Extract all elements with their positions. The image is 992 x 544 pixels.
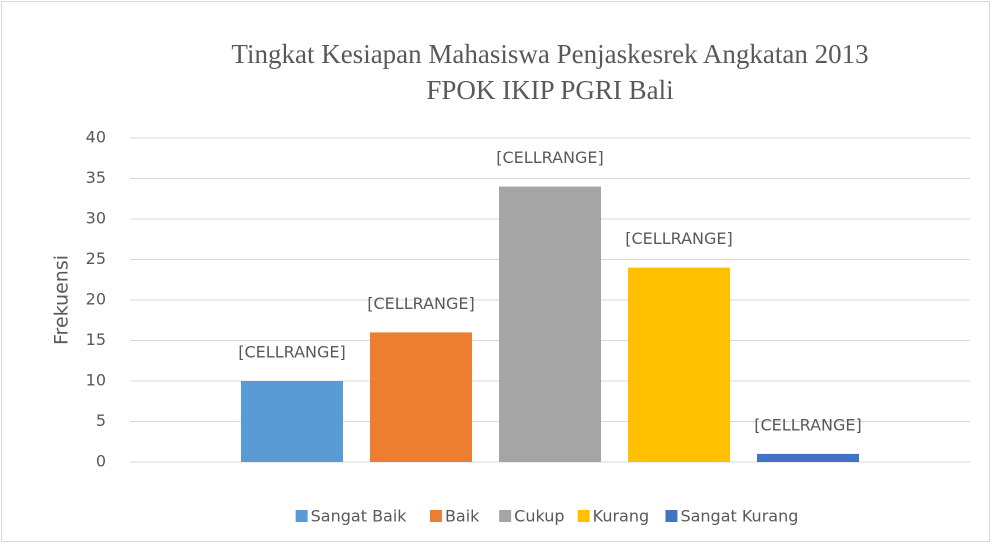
y-tick-label: 25 bbox=[86, 249, 106, 268]
y-tick-label: 20 bbox=[86, 290, 106, 309]
chart-title: Tingkat Kesiapan Mahasiswa Penjaskesrek … bbox=[231, 39, 868, 69]
y-axis-label: Frekuensi bbox=[51, 255, 73, 345]
legend-swatch bbox=[499, 510, 512, 522]
legend-label: Cukup bbox=[514, 507, 564, 526]
y-tick-label: 35 bbox=[86, 168, 106, 187]
data-label: [CELLRANGE] bbox=[754, 415, 861, 434]
y-tick-label: 30 bbox=[86, 209, 106, 228]
data-label: [CELLRANGE] bbox=[238, 343, 345, 362]
data-label: [CELLRANGE] bbox=[367, 294, 474, 313]
legend-label: Sangat Kurang bbox=[680, 507, 798, 526]
legend-label: Baik bbox=[445, 507, 480, 526]
bar bbox=[241, 381, 343, 462]
bar bbox=[499, 186, 601, 462]
y-tick-label: 5 bbox=[96, 411, 106, 430]
bar bbox=[628, 267, 730, 462]
data-label: [CELLRANGE] bbox=[496, 148, 603, 167]
y-tick-label: 15 bbox=[86, 330, 106, 349]
legend-label: Sangat Baik bbox=[311, 507, 408, 526]
data-label: [CELLRANGE] bbox=[625, 229, 732, 248]
y-tick-label: 0 bbox=[96, 452, 106, 471]
legend-swatch bbox=[295, 510, 308, 522]
legend-swatch bbox=[577, 510, 590, 522]
bar bbox=[370, 332, 472, 462]
y-tick-label: 40 bbox=[86, 128, 106, 147]
legend-swatch bbox=[429, 510, 442, 522]
bar bbox=[757, 453, 859, 462]
legend-label: Kurang bbox=[593, 507, 650, 526]
chart-title: FPOK IKIP PGRI Bali bbox=[426, 75, 673, 105]
legend-swatch bbox=[665, 510, 678, 522]
y-tick-label: 10 bbox=[86, 371, 106, 390]
